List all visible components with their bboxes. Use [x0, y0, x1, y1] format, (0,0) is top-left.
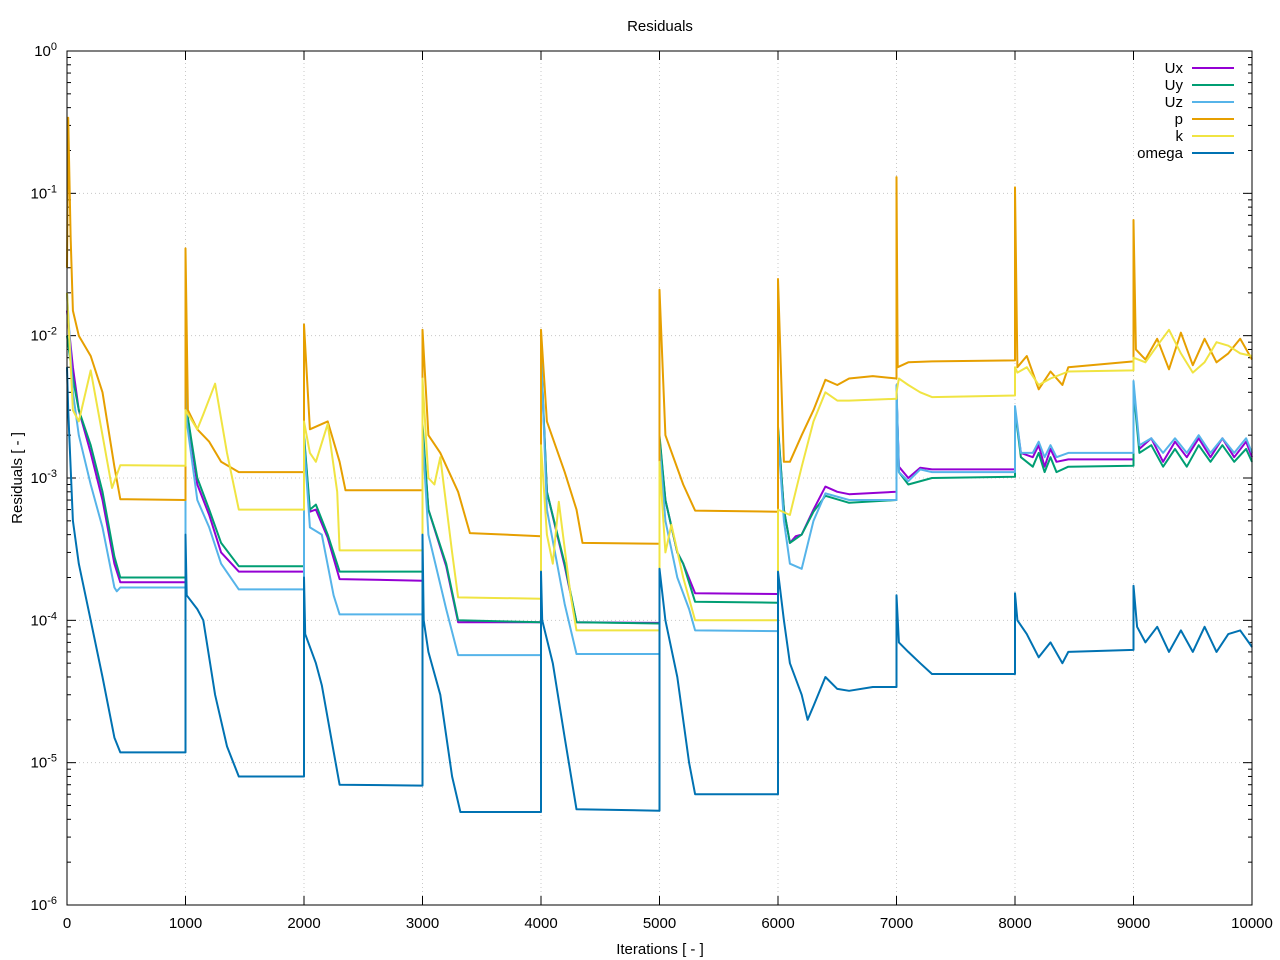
chart-title: Residuals [627, 18, 693, 35]
x-tick-label: 2000 [287, 915, 320, 932]
legend-label-Uy: Uy [1165, 77, 1184, 94]
x-tick-label: 5000 [643, 915, 676, 932]
x-tick-label: 10000 [1231, 915, 1273, 932]
y-tick-label: 10-6 [31, 895, 57, 914]
plot-frame [66, 50, 1253, 906]
legend-label-Ux: Ux [1165, 60, 1184, 77]
y-tick-label: 10-2 [31, 326, 57, 345]
x-tick-label: 6000 [761, 915, 794, 932]
series-line-k [66, 292, 1253, 632]
y-axis-label: Residuals [ - ] [9, 432, 26, 524]
y-tick-label: 10-5 [31, 753, 57, 772]
series-lines [66, 116, 1253, 813]
legend-label-omega: omega [1137, 145, 1184, 162]
x-tick-label: 3000 [406, 915, 439, 932]
y-tick-label: 10-3 [31, 468, 57, 487]
x-tick-label: 1000 [169, 915, 202, 932]
x-tick-label: 0 [63, 915, 71, 932]
x-axis-label: Iterations [ - ] [616, 941, 704, 958]
y-tick-labels: 100 10-1 10-2 10-3 10-4 10-5 10-6 [31, 41, 57, 914]
x-tick-label: 9000 [1117, 915, 1150, 932]
x-tick-label: 7000 [880, 915, 913, 932]
y-tick-label: 10-4 [31, 610, 57, 629]
legend-label-Uz: Uz [1165, 94, 1183, 111]
y-tick-label: 10-1 [31, 183, 57, 202]
series-line-omega [66, 367, 1253, 813]
legend-label-p: p [1175, 111, 1183, 128]
series-line-Uz [66, 292, 1253, 657]
x-tick-label: 4000 [524, 915, 557, 932]
legend-label-k: k [1176, 128, 1184, 145]
y-tick-label: 100 [34, 41, 57, 60]
x-tick-labels: 0 1000 2000 3000 4000 5000 6000 7000 8000 9000 100… [63, 915, 1273, 932]
x-tick-label: 8000 [998, 915, 1031, 932]
series-line-p [66, 116, 1253, 545]
